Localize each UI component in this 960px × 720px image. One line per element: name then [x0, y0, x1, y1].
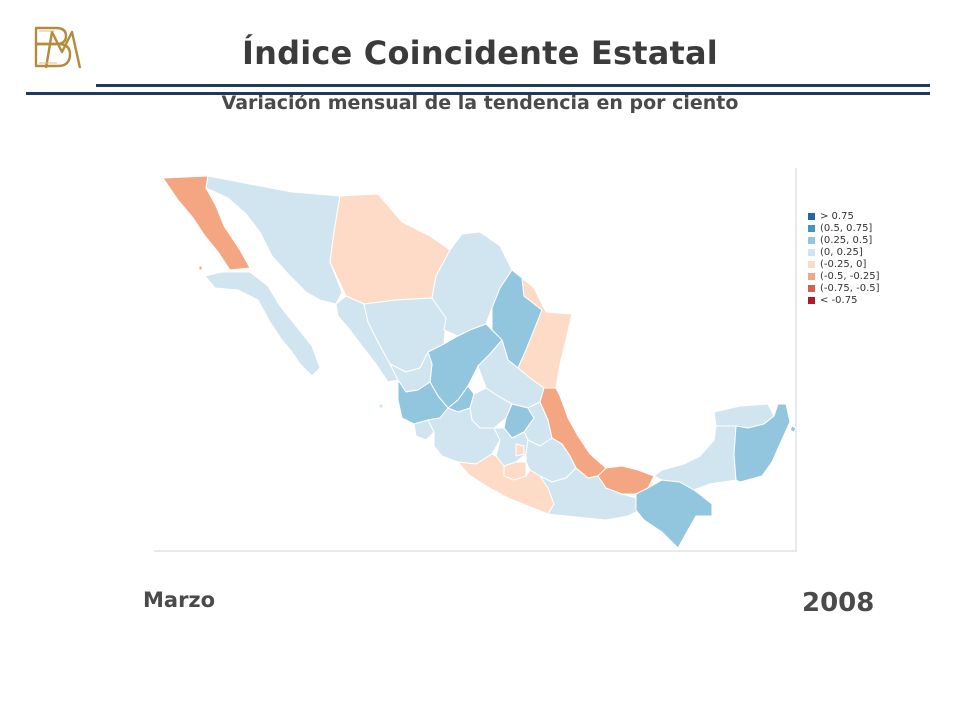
- legend-label: (-0.75, -0.5]: [820, 282, 880, 294]
- region-tabasco: [597, 465, 655, 495]
- legend-item: (-0.75, -0.5]: [808, 282, 880, 294]
- period-year: 2008: [802, 588, 875, 618]
- legend-swatch: [808, 272, 815, 280]
- period-month: Marzo: [143, 588, 216, 612]
- legend-label: (-0.25, 0]: [820, 258, 867, 270]
- region-guerrero: [457, 453, 555, 515]
- legend-item: > 0.75: [808, 210, 880, 222]
- legend-swatch: [808, 284, 815, 292]
- page-subtitle: Variación mensual de la tendencia en por…: [221, 92, 739, 114]
- legend-swatch: [808, 236, 815, 244]
- header-rule-bottom: [26, 92, 930, 95]
- legend-item: (0, 0.25]: [808, 246, 880, 258]
- region-campeche: [653, 425, 737, 491]
- legend-swatch: [808, 248, 815, 256]
- region-colima: [413, 419, 435, 441]
- legend-label: > 0.75: [820, 210, 854, 222]
- legend-swatch: [808, 212, 815, 220]
- region-isla-cozumel: [789, 425, 797, 433]
- region-chiapas: [635, 479, 713, 549]
- legend-label: (0.5, 0.75]: [820, 222, 873, 234]
- legend-label: < -0.75: [820, 294, 858, 306]
- legend-label: (0, 0.25]: [820, 246, 863, 258]
- legend-item: < -0.75: [808, 294, 880, 306]
- map-legend: > 0.75 (0.5, 0.75] (0.25, 0.5] (0, 0.25]…: [808, 210, 880, 306]
- map-panel: [154, 168, 797, 552]
- legend-swatch: [808, 296, 815, 304]
- legend-item: (0.25, 0.5]: [808, 234, 880, 246]
- header-rule-top: [96, 84, 930, 87]
- region-isla-guadalupe: [198, 265, 203, 271]
- legend-item: (0.5, 0.75]: [808, 222, 880, 234]
- legend-item: (-0.25, 0]: [808, 258, 880, 270]
- region-distrito-federal: [515, 443, 525, 457]
- legend-label: (0.25, 0.5]: [820, 234, 873, 246]
- region-quintana-roo: [733, 403, 791, 483]
- legend-label: (-0.5, -0.25]: [820, 270, 880, 282]
- bm-monogram-logo: [34, 26, 82, 69]
- region-chihuahua: [329, 193, 451, 305]
- region-islas-marias: [378, 403, 384, 409]
- region-baja-california-sur: [204, 271, 321, 377]
- legend-item: (-0.5, -0.25]: [808, 270, 880, 282]
- legend-swatch: [808, 224, 815, 232]
- page-title: Índice Coincidente Estatal: [242, 34, 718, 72]
- legend-swatch: [808, 260, 815, 268]
